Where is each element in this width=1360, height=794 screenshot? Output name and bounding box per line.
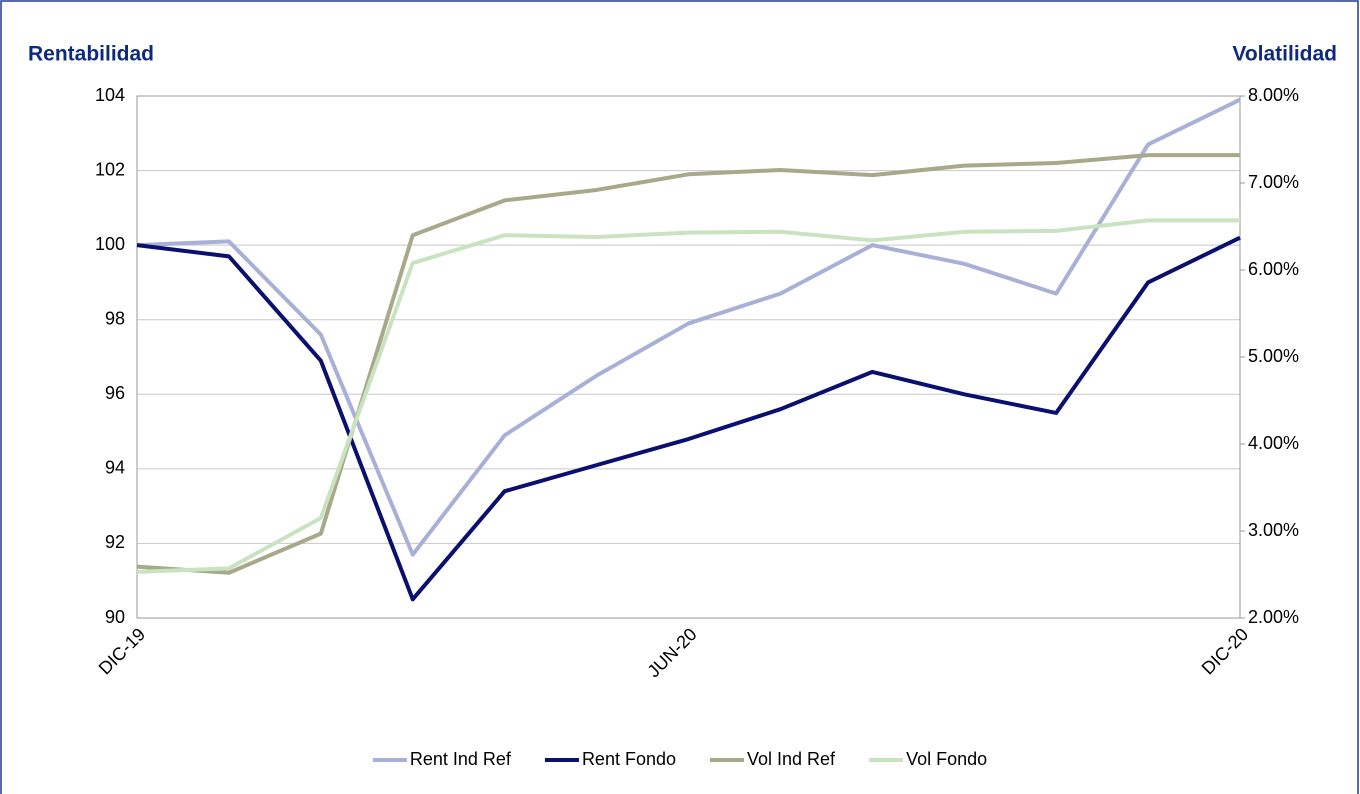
x-tick-label: JUN-20 (643, 624, 700, 681)
legend-label: Rent Fondo (582, 749, 676, 769)
x-tick-label: DIC-20 (1198, 624, 1252, 678)
y2-axis-title: Volatilidad (1232, 43, 1337, 66)
y-tick-label: 100 (95, 234, 125, 254)
y2-tick-label: 7.00% (1248, 172, 1299, 192)
y-tick-label: 90 (105, 607, 125, 627)
y2-tick-label: 6.00% (1248, 259, 1299, 279)
y-tick-label: 94 (105, 458, 125, 478)
legend-label: Vol Fondo (906, 749, 987, 769)
series-line (136, 218, 1240, 574)
y-axis-title: Rentabilidad (28, 43, 154, 66)
series-line (136, 235, 1241, 602)
y-tick-label: 104 (95, 85, 125, 105)
y-tick-label: 98 (105, 308, 125, 328)
y-tick-label: 96 (105, 383, 125, 403)
y2-tick-label: 3.00% (1248, 520, 1299, 540)
series-line (136, 153, 1240, 575)
y-tick-label: 102 (95, 159, 125, 179)
y2-tick-label: 5.00% (1248, 346, 1299, 366)
y2-tick-label: 8.00% (1248, 85, 1299, 105)
x-tick-label: DIC-19 (95, 624, 149, 678)
series-line (136, 97, 1241, 557)
legend-label: Vol Ind Ref (747, 749, 836, 769)
plot-border (136, 95, 1241, 619)
y2-tick-label: 4.00% (1248, 433, 1299, 453)
y-tick-label: 92 (105, 532, 125, 552)
legend-label: Rent Ind Ref (410, 749, 512, 769)
y2-tick-label: 2.00% (1248, 607, 1299, 627)
